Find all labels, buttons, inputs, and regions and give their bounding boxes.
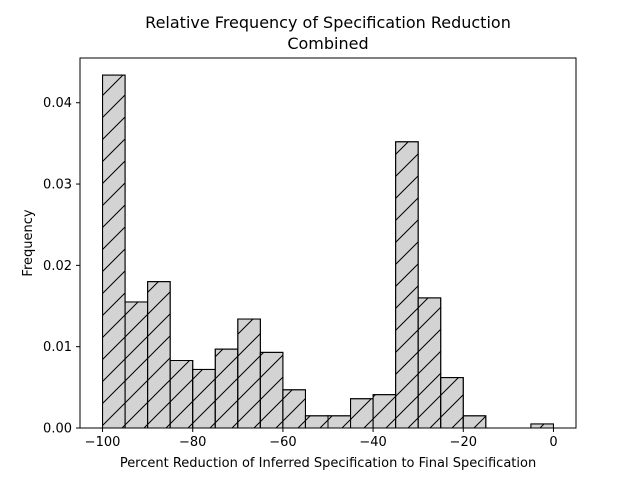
histogram-bar bbox=[395, 141, 419, 429]
histogram-bar bbox=[417, 297, 442, 429]
histogram-bar bbox=[282, 389, 306, 429]
histogram-bar bbox=[214, 348, 239, 429]
x-tick-label: −20 bbox=[450, 435, 477, 450]
histogram-bar bbox=[304, 415, 329, 429]
histogram-bar bbox=[102, 74, 126, 429]
x-tick-label: 0 bbox=[549, 435, 557, 450]
histogram-bar bbox=[440, 377, 464, 429]
y-tick-label: 0.03 bbox=[43, 178, 72, 193]
bars-group bbox=[102, 74, 554, 429]
histogram-bar bbox=[124, 301, 149, 429]
x-tick-label: −60 bbox=[269, 435, 296, 450]
histogram-bar bbox=[147, 281, 171, 429]
y-tick-label: 0.00 bbox=[43, 422, 72, 437]
histogram-bar bbox=[350, 398, 374, 429]
y-tick-label: 0.01 bbox=[43, 340, 72, 355]
histogram-bar bbox=[372, 394, 397, 429]
y-tick-label: 0.04 bbox=[43, 96, 72, 111]
y-axis-label: Frequency bbox=[21, 209, 36, 276]
x-axis: −100 −80 −60 −40 −20 0 bbox=[85, 428, 558, 450]
x-tick-label: −80 bbox=[179, 435, 206, 450]
plot-frame bbox=[79, 57, 577, 429]
histogram-bar bbox=[192, 368, 216, 429]
y-axis: 0.00 0.01 0.02 0.03 0.04 bbox=[43, 96, 80, 437]
histogram-bar bbox=[169, 360, 194, 429]
x-tick-label: −40 bbox=[359, 435, 386, 450]
y-tick-label: 0.02 bbox=[43, 259, 72, 274]
histogram-bar bbox=[462, 415, 487, 429]
histogram-bar bbox=[530, 423, 554, 429]
histogram-bar bbox=[259, 351, 284, 429]
chart-title: Relative Frequency of Specification Redu… bbox=[145, 13, 511, 32]
histogram-bar bbox=[237, 318, 261, 429]
chart-subtitle: Combined bbox=[287, 34, 368, 53]
x-axis-label: Percent Reduction of Inferred Specificat… bbox=[120, 456, 536, 471]
x-tick-label: −100 bbox=[85, 435, 121, 450]
histogram-bar bbox=[327, 415, 352, 429]
